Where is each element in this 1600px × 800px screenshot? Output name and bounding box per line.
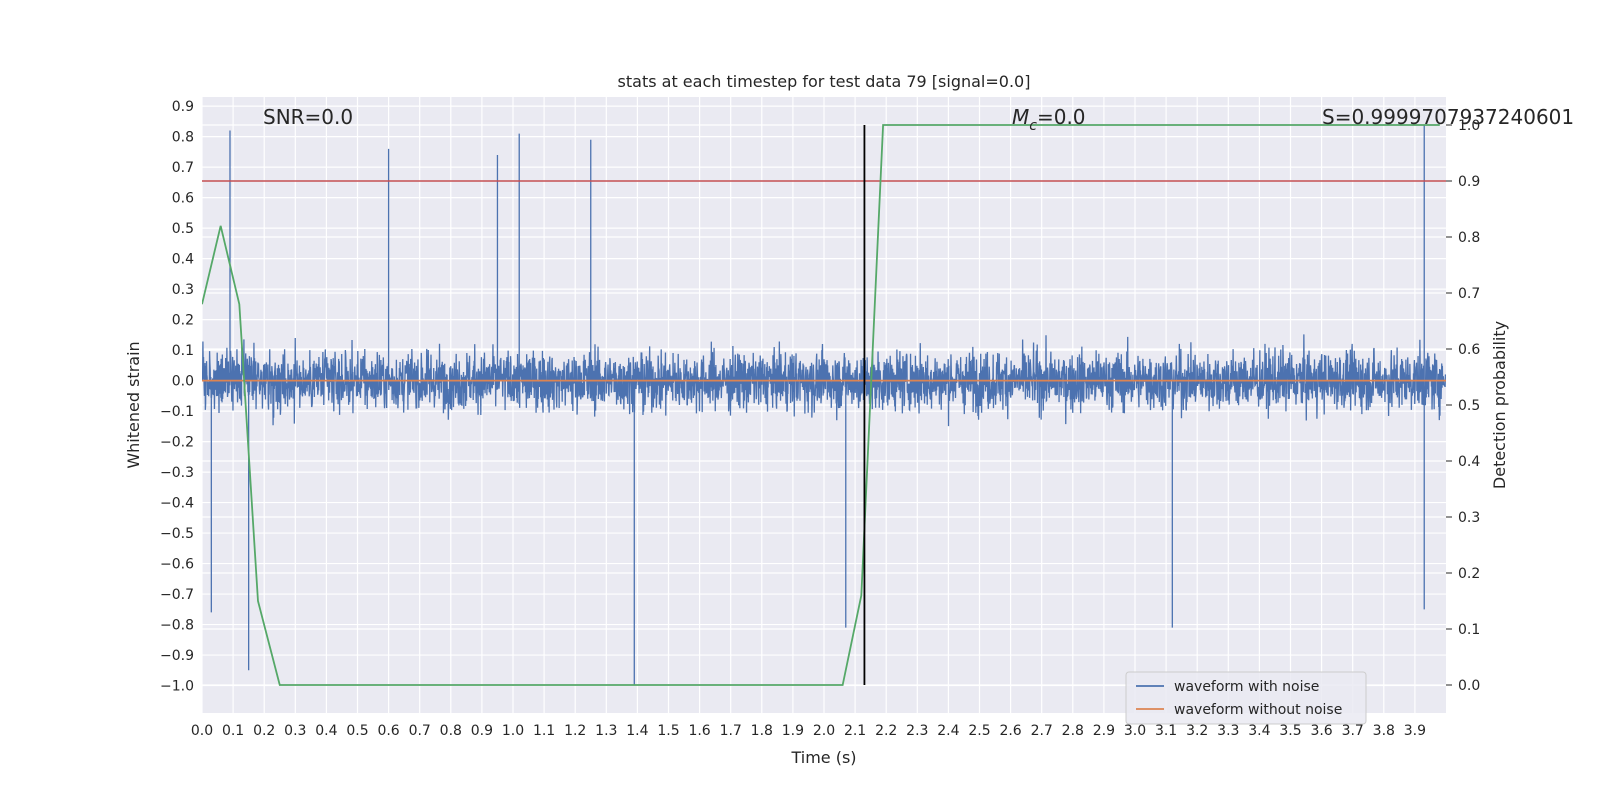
y2-tick-label: 1.0 bbox=[1458, 118, 1480, 134]
mc-symbol: M bbox=[1012, 105, 1029, 129]
x-tick-label: 1.2 bbox=[564, 723, 586, 739]
x-tick-label: 2.1 bbox=[844, 723, 866, 739]
plot-area bbox=[202, 124, 1446, 686]
y-tick-label: 0.9 bbox=[172, 99, 194, 115]
x-tick-label: 1.6 bbox=[688, 723, 710, 739]
y2-axis-ticks: 0.0 0.1 0.2 0.3 0.4 0.5 0.6 0.7 0.8 0.9 1.0 bbox=[1446, 118, 1480, 694]
x-tick-label: 1.3 bbox=[595, 723, 617, 739]
mc-subscript: c bbox=[1029, 118, 1037, 134]
x-tick-label: 1.9 bbox=[782, 723, 804, 739]
y-tick-label: −0.1 bbox=[160, 404, 194, 420]
legend-label-waveform-without-noise: waveform without noise bbox=[1174, 702, 1342, 718]
y2-tick-label: 0.5 bbox=[1458, 398, 1480, 414]
y-tick-label: 0.8 bbox=[172, 130, 194, 146]
y-tick-label: 0.7 bbox=[172, 160, 194, 176]
x-tick-label: 3.9 bbox=[1404, 723, 1426, 739]
x-tick-label: 1.8 bbox=[751, 723, 773, 739]
x-axis-ticks: 0.0 0.1 0.2 0.3 0.4 0.5 0.6 0.7 0.8 0.9 1.0 1.1 1.2 1… bbox=[191, 723, 1426, 739]
x-tick-label: 1.4 bbox=[626, 723, 648, 739]
x-tick-label: 1.5 bbox=[657, 723, 679, 739]
x-tick-label: 3.7 bbox=[1342, 723, 1364, 739]
series-detection-probability bbox=[202, 124, 1440, 686]
y-tick-label: −0.8 bbox=[160, 618, 194, 634]
x-tick-label: 0.3 bbox=[284, 723, 306, 739]
legend-label-waveform-with-noise: waveform with noise bbox=[1174, 679, 1319, 695]
y-tick-label: −0.5 bbox=[160, 526, 194, 542]
y-tick-label: −0.9 bbox=[160, 648, 194, 664]
x-tick-label: 0.6 bbox=[377, 723, 399, 739]
x-tick-label: 3.5 bbox=[1279, 723, 1301, 739]
x-tick-label: 2.0 bbox=[813, 723, 835, 739]
y2-tick-label: 0.9 bbox=[1458, 174, 1480, 190]
s-annotation: S=0.9999707937240601 bbox=[1322, 105, 1574, 129]
y-tick-label: −1.0 bbox=[160, 679, 194, 695]
y-tick-label: −0.4 bbox=[160, 496, 194, 512]
y-tick-label: 0.1 bbox=[172, 343, 194, 359]
legend-box bbox=[1125, 671, 1367, 725]
x-tick-label: 3.8 bbox=[1373, 723, 1395, 739]
y2-tick-label: 0.0 bbox=[1458, 678, 1480, 694]
x-tick-label: 2.8 bbox=[1062, 723, 1084, 739]
x-tick-label: 0.5 bbox=[346, 723, 368, 739]
x-tick-label: 2.6 bbox=[999, 723, 1021, 739]
x-tick-label: 2.5 bbox=[968, 723, 990, 739]
x-tick-label: 2.9 bbox=[1093, 723, 1115, 739]
x-tick-label: 2.3 bbox=[906, 723, 928, 739]
y-axis-label: Whitened strain bbox=[124, 341, 143, 468]
x-tick-label: 3.4 bbox=[1248, 723, 1270, 739]
snr-annotation: SNR=0.0 bbox=[263, 105, 353, 129]
x-tick-label: 0.4 bbox=[315, 723, 337, 739]
x-tick-label: 2.2 bbox=[875, 723, 897, 739]
chart-title: stats at each timestep for test data 79 … bbox=[618, 72, 1031, 91]
y-axis-ticks: 0.9 0.8 0.7 0.6 0.5 0.4 0.3 0.2 0.1 0.0 −0.1 −0.2 −0… bbox=[160, 99, 194, 694]
y-tick-label: −0.3 bbox=[160, 465, 194, 481]
y2-tick-label: 0.3 bbox=[1458, 510, 1480, 526]
y-tick-label: 0.3 bbox=[172, 282, 194, 298]
y2-tick-label: 0.1 bbox=[1458, 622, 1480, 638]
y-tick-label: 0.5 bbox=[172, 221, 194, 237]
x-tick-label: 0.0 bbox=[191, 723, 213, 739]
y2-tick-label: 0.8 bbox=[1458, 230, 1480, 246]
x-axis-label: Time (s) bbox=[790, 748, 856, 767]
y-tick-label: −0.6 bbox=[160, 557, 194, 573]
y-tick-label: −0.7 bbox=[160, 587, 194, 603]
legend: waveform with noise waveform without noi… bbox=[1125, 671, 1367, 725]
x-tick-label: 0.8 bbox=[440, 723, 462, 739]
x-tick-label: 0.7 bbox=[409, 723, 431, 739]
x-tick-label: 3.1 bbox=[1155, 723, 1177, 739]
mc-value: =0.0 bbox=[1037, 105, 1086, 129]
x-tick-label: 1.1 bbox=[533, 723, 555, 739]
y2-axis-label: Detection probability bbox=[1490, 321, 1509, 489]
y-tick-label: 0.0 bbox=[172, 374, 194, 390]
y-tick-label: 0.6 bbox=[172, 191, 194, 207]
y-tick-label: 0.2 bbox=[172, 313, 194, 329]
x-tick-label: 3.0 bbox=[1124, 723, 1146, 739]
x-tick-label: 1.0 bbox=[502, 723, 524, 739]
x-tick-label: 0.1 bbox=[222, 723, 244, 739]
y2-tick-label: 0.4 bbox=[1458, 454, 1480, 470]
series-waveform-with-noise bbox=[202, 124, 1446, 686]
x-tick-label: 3.2 bbox=[1186, 723, 1208, 739]
y2-tick-label: 0.6 bbox=[1458, 342, 1480, 358]
y2-tick-label: 0.7 bbox=[1458, 286, 1480, 302]
x-tick-label: 3.3 bbox=[1217, 723, 1239, 739]
x-tick-label: 2.4 bbox=[937, 723, 959, 739]
x-tick-label: 2.7 bbox=[1031, 723, 1053, 739]
y-tick-label: 0.4 bbox=[172, 252, 194, 268]
x-tick-label: 1.7 bbox=[720, 723, 742, 739]
x-tick-label: 3.6 bbox=[1310, 723, 1332, 739]
y-tick-label: −0.2 bbox=[160, 435, 194, 451]
mc-annotation: Mc=0.0 bbox=[1012, 105, 1086, 134]
y2-tick-label: 0.2 bbox=[1458, 566, 1480, 582]
x-tick-label: 0.2 bbox=[253, 723, 275, 739]
x-tick-label: 0.9 bbox=[471, 723, 493, 739]
